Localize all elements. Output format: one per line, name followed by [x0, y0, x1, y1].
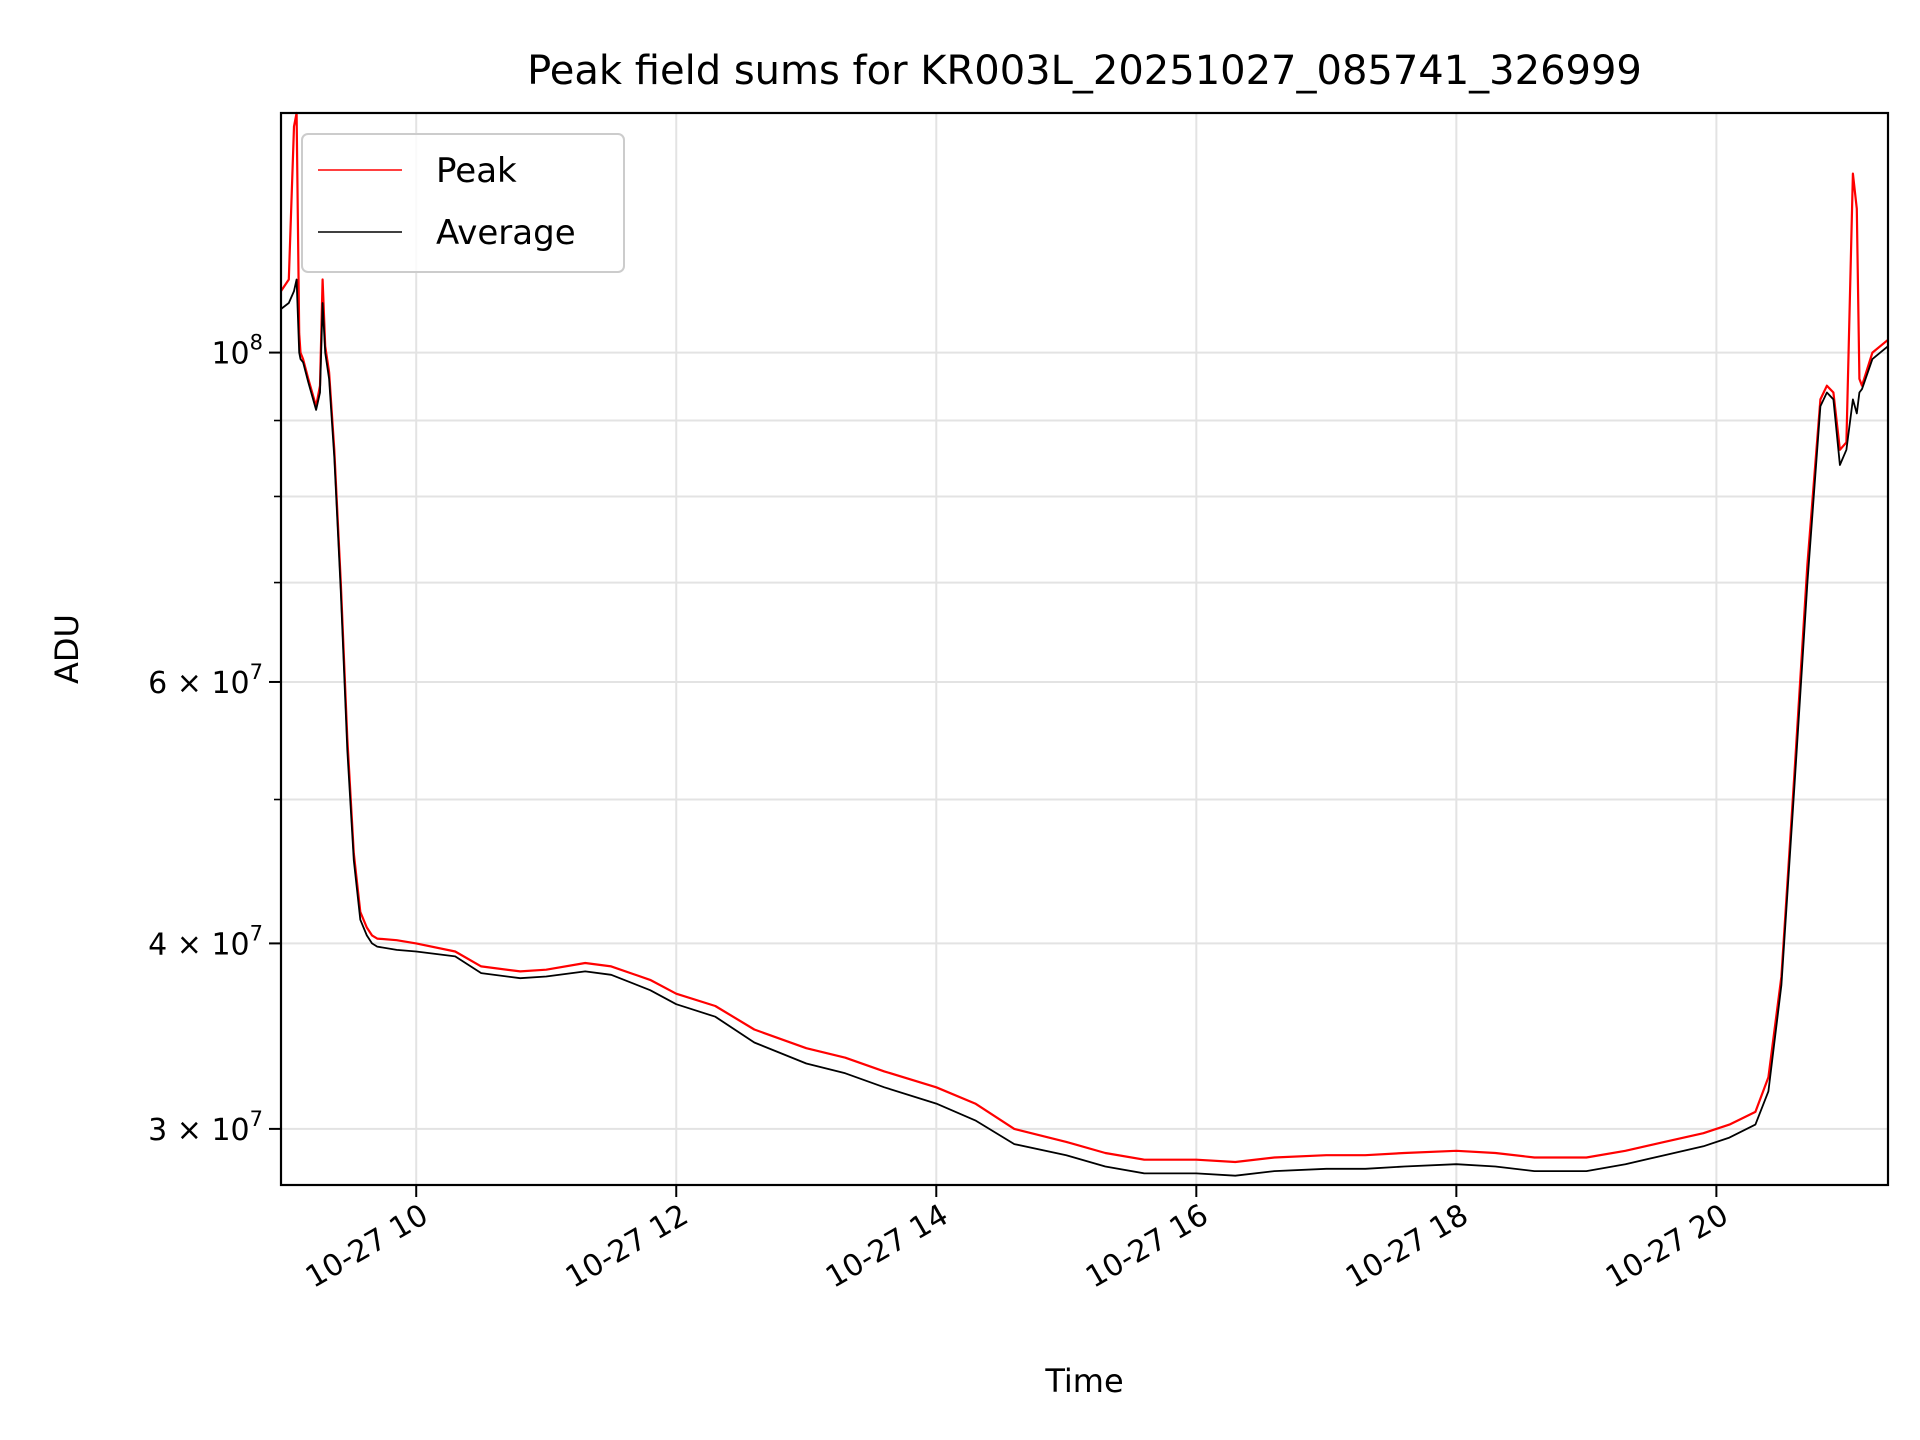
y-axis-label: ADU: [48, 614, 86, 684]
y-tick-label: 108: [211, 331, 263, 372]
grid: [281, 113, 1888, 1185]
y-tick-label: 3 × 107: [148, 1107, 263, 1148]
legend: Peak Average: [301, 133, 625, 273]
series-line-average: [280, 278, 1889, 1177]
chart-title: Peak field sums for KR003L_20251027_0857…: [527, 48, 1642, 94]
series-layer: [280, 111, 1889, 1177]
legend-box: [301, 133, 625, 273]
x-axis-label: Time: [1044, 1362, 1123, 1400]
plot-frame: [279, 111, 1890, 1187]
legend-label-peak: Peak: [436, 151, 517, 191]
legend-label-average: Average: [436, 213, 576, 253]
y-tick-label: 6 × 107: [148, 660, 263, 701]
y-tick-label: 4 × 107: [148, 921, 263, 962]
